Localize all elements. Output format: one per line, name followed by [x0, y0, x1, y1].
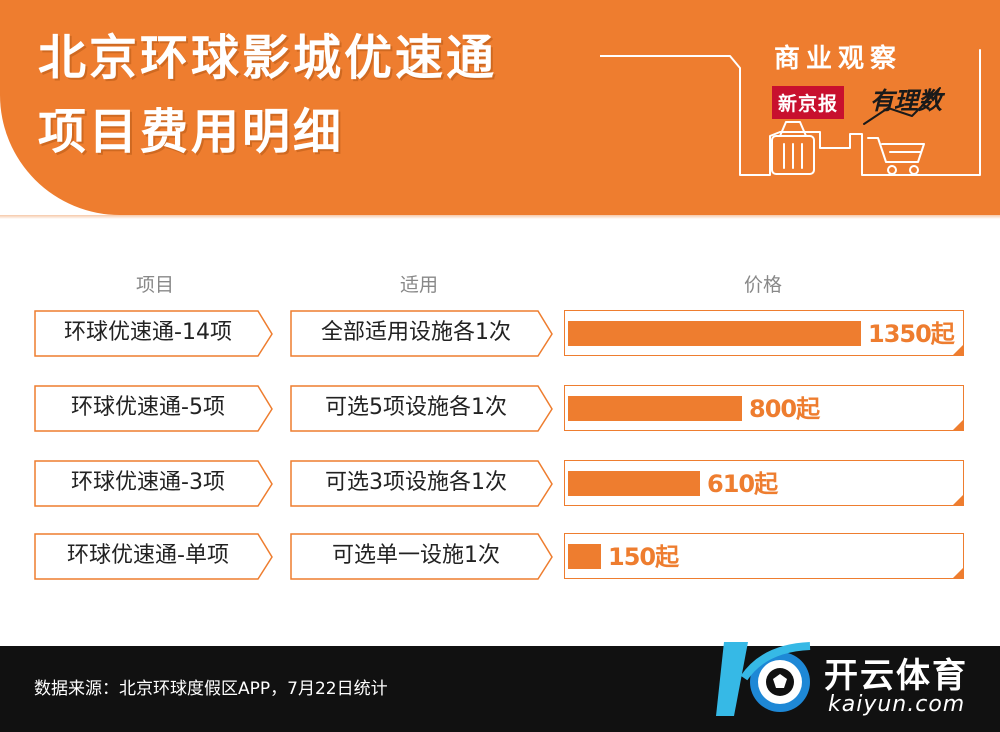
watermark-text-cn: 开云体育 [824, 656, 968, 696]
apply-label: 可选单一设施1次 [332, 543, 500, 568]
item-label: 环球优速通-单项 [67, 543, 229, 568]
price-value-label: 150起 [608, 543, 679, 571]
column-header-price: 价格 [743, 274, 782, 296]
brand-title: 商业观察 [774, 44, 903, 74]
item-label-box: 环球优速通-5项 [34, 385, 273, 432]
apply-label: 可选3项设施各1次 [325, 470, 507, 495]
item-label-box: 环球优速通-14项 [34, 310, 273, 357]
item-label-box: 环球优速通-3项 [34, 460, 273, 507]
header-shadow [0, 215, 1000, 219]
price-box: 610起 [564, 460, 964, 506]
watermark-logo-icon [716, 642, 811, 716]
header-banner: 北京环球影城优速通 项目费用明细 商业观察 新京报 有理数 [0, 0, 1000, 232]
footer-bar: 数据来源：北京环球度假区APP，7月22日统计 [0, 646, 1000, 732]
price-value-label: 800起 [749, 395, 820, 423]
item-label: 环球优速通-14项 [64, 320, 232, 345]
page-title-line1: 北京环球影城优速通 [38, 30, 498, 86]
publisher-logo: 新京报 [772, 86, 845, 119]
column-header-item: 项目 [135, 274, 174, 296]
corner-triangle [952, 419, 964, 431]
price-value-label: 1350起 [868, 320, 955, 348]
corner-triangle [952, 567, 964, 579]
column-header-apply: 适用 [399, 274, 438, 296]
corner-triangle [952, 344, 964, 356]
price-box: 800起 [564, 385, 964, 431]
price-box: 1350起 [564, 310, 964, 356]
shopping-skyline-icon [600, 49, 981, 176]
price-value-label: 610起 [707, 470, 778, 498]
watermark-text-en: kaiyun.com [828, 692, 966, 717]
price-bar [568, 471, 700, 496]
apply-label-box: 全部适用设施各1次 [290, 310, 553, 357]
item-label-box: 环球优速通-单项 [34, 533, 273, 580]
apply-label-box: 可选单一设施1次 [290, 533, 553, 580]
price-box: 150起 [564, 533, 964, 579]
data-source: 数据来源：北京环球度假区APP，7月22日统计 [34, 679, 388, 699]
page-title-line2: 项目费用明细 [38, 104, 345, 160]
corner-triangle [952, 494, 964, 506]
price-bar [568, 396, 742, 421]
apply-label: 可选5项设施各1次 [325, 395, 507, 420]
price-bar [568, 544, 601, 569]
apply-label-box: 可选3项设施各1次 [290, 460, 553, 507]
item-label: 环球优速通-5项 [71, 395, 225, 420]
apply-label-box: 可选5项设施各1次 [290, 385, 553, 432]
column-logo: 有理数 [870, 86, 942, 115]
price-bar [568, 321, 861, 346]
item-label: 环球优速通-3项 [71, 470, 225, 495]
apply-label: 全部适用设施各1次 [321, 320, 511, 345]
